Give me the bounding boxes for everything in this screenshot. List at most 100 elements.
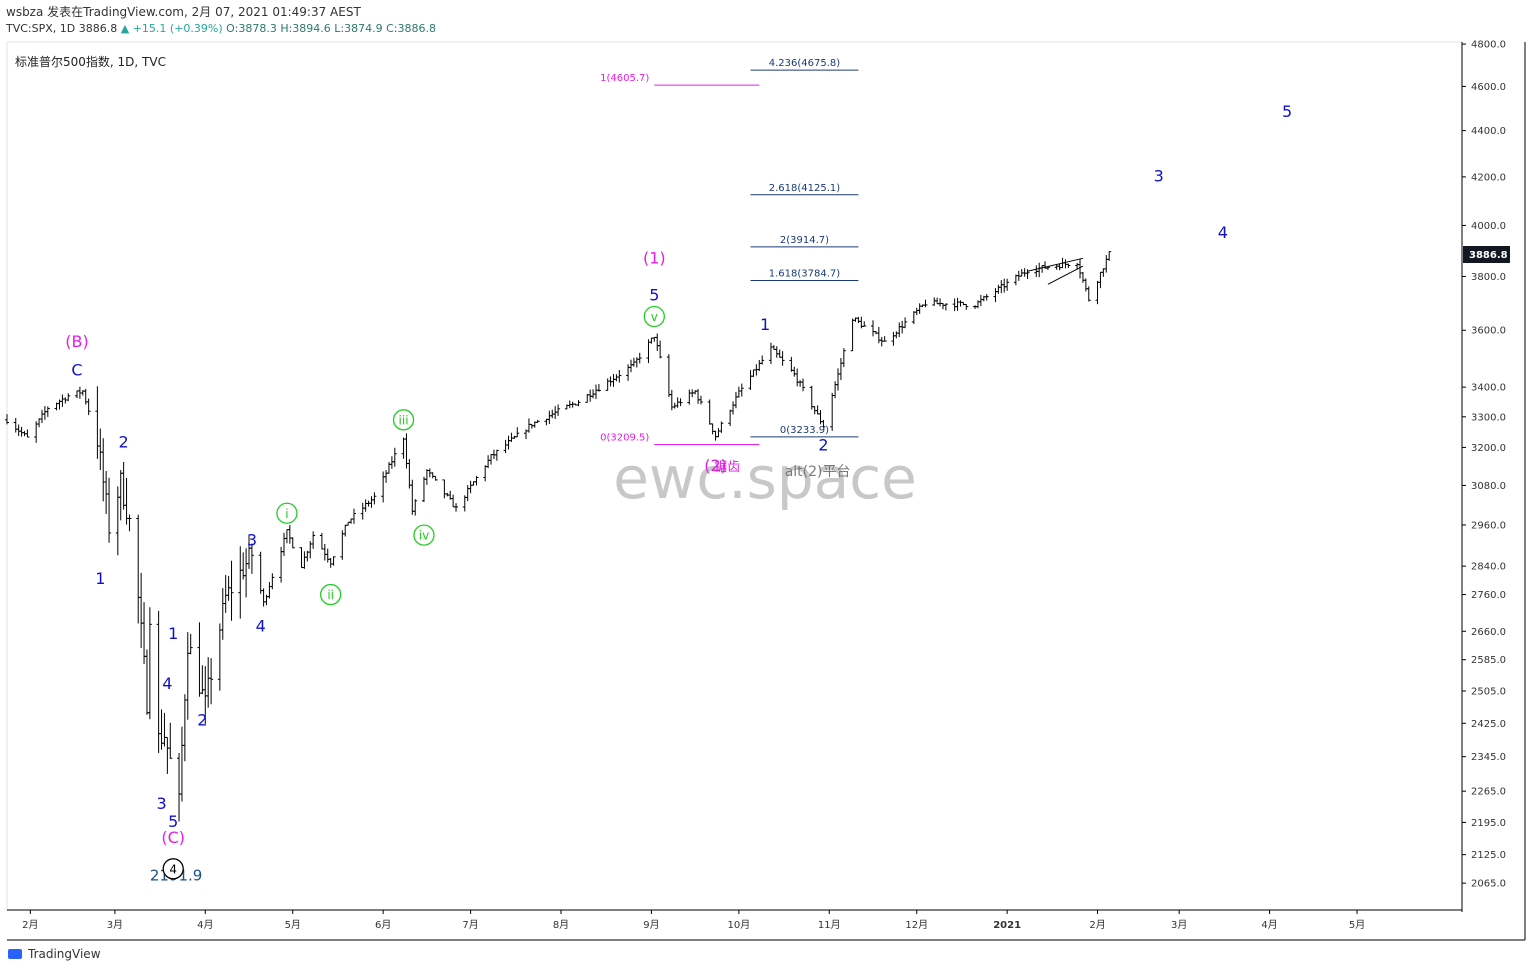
ohlc-bar (923, 299, 928, 308)
fib-level-label: 1.618(3784.7) (769, 268, 841, 279)
ohlc-bar (719, 421, 724, 433)
ohlc-bar (424, 469, 429, 485)
y-tick-label: 3080.0 (1471, 481, 1506, 492)
time-axis[interactable]: 2月 3月 4月 5月 6月 7月 8月 9月 10月 11月 12月 2021 2月 3月 4月 5月 (22, 910, 1365, 931)
ohlc-bar (343, 524, 348, 537)
ohlc-bar (789, 356, 794, 372)
ohlc-bar (340, 530, 345, 560)
ohlc-bar (442, 479, 447, 499)
ohlc-bar (162, 712, 167, 747)
ohlc-bar (118, 470, 123, 521)
ohlc-bar (302, 551, 307, 569)
ohlc-bar (993, 288, 998, 303)
ohlc-bar (911, 311, 916, 325)
ohlc-bar (882, 336, 887, 342)
svg-text:ii: ii (327, 588, 334, 602)
y-tick-label: 2195.0 (1471, 818, 1506, 829)
publish-info: wsbza 发表在TradingView.com, 2月 07, 2021 01… (6, 5, 361, 19)
ohlc-bar (156, 610, 161, 754)
ohlc-bar (299, 547, 304, 569)
ohlc-bar (159, 709, 164, 750)
ohlc-bar (678, 398, 683, 407)
last-price-label: 3886.8 (1469, 250, 1508, 261)
wave-label: (1) (643, 248, 666, 267)
ohlc-bar (107, 477, 112, 543)
fib-level-label: 0(3209.5) (600, 432, 649, 443)
wave-label: 5 (168, 812, 178, 831)
svg-text:i: i (285, 507, 288, 521)
ohlc-bar (1095, 280, 1100, 305)
ohlc-bar (407, 459, 412, 489)
y-tick-label: 2425.0 (1471, 719, 1506, 730)
ohlc-bar (509, 432, 514, 442)
ohlc-bar (433, 475, 438, 481)
watermark: ewc.space (613, 444, 917, 512)
ohlc-bar (136, 514, 141, 624)
ohlc-bar (707, 399, 712, 425)
ohlc-bar (185, 632, 190, 720)
ohlc-bar (506, 435, 511, 450)
symbol-line: TVC:SPX, 1D 3886.8 ▲ +15.1 (+0.39%) O:38… (6, 21, 1006, 37)
x-tick-label: 8月 (553, 919, 569, 931)
ohlc-bar (1005, 278, 1010, 291)
ohlc-bar (1098, 271, 1103, 289)
ohlc-bar (322, 543, 327, 561)
ohlc-bar (384, 470, 389, 483)
ohlc-bar (649, 337, 654, 344)
ohlc-bar (325, 548, 330, 563)
x-tick-label: 2月 (1089, 919, 1105, 931)
ohlc-bar (98, 428, 103, 470)
ohlc-bar (1086, 286, 1091, 302)
y-tick-label: 4800.0 (1471, 40, 1506, 51)
ohlc-bar (879, 336, 884, 347)
ohlc-bar (512, 435, 517, 439)
ohlc-bar (410, 479, 415, 515)
y-tick-label: 2505.0 (1471, 686, 1506, 697)
ohlc-bar (696, 389, 701, 404)
ohlc-bar (381, 471, 386, 503)
tradingview-brand[interactable]: TradingView (8, 947, 101, 961)
ohlc-bar (733, 391, 738, 409)
y-tick-label: 3400.0 (1471, 383, 1506, 394)
wave-label: 2 (119, 432, 129, 451)
ohlc-bar (736, 386, 741, 398)
ohlc-bar (209, 658, 214, 705)
ohlc-bar (637, 352, 642, 364)
x-tick-label: 5月 (1349, 919, 1365, 931)
ohlc-bar (351, 508, 356, 524)
x-tick-label: 2月 (22, 919, 38, 931)
ohlc-bar (535, 419, 540, 423)
series-title[interactable]: 标准普尔500指数, 1D, TVC (15, 55, 166, 69)
ohlc-bar (809, 385, 814, 410)
wave-label: 3 (156, 794, 166, 813)
wave-label: 2 (197, 710, 207, 729)
ohlc-bar (261, 588, 266, 607)
y-tick-label: 3600.0 (1471, 326, 1506, 337)
y-tick-label: 4200.0 (1471, 172, 1506, 183)
ohlc-bar (267, 582, 272, 599)
ohlc-bar (891, 331, 896, 346)
ohlc-bar (115, 486, 120, 556)
circled-wave-label: v (643, 305, 665, 328)
ohlc-bar (1066, 263, 1071, 269)
x-tick-label: 4月 (1261, 919, 1277, 931)
price-axis[interactable]: 4800.0 4600.0 4400.0 4200.0 4000.0 3800.0 3600… (1462, 40, 1506, 890)
ohlc-bar (821, 419, 826, 428)
ohlc-bar (1107, 251, 1112, 261)
ohlc-bar (935, 297, 940, 305)
wave-label: 3 (1154, 167, 1164, 186)
ohlc-bar (282, 532, 287, 556)
wave-label: 4 (256, 616, 266, 635)
ohlc-bar (206, 657, 211, 708)
ohlc-bar (526, 418, 531, 433)
ohlc-bar (984, 294, 989, 301)
circled-wave-label: 4 (162, 858, 184, 880)
ohlc-bar (1022, 268, 1027, 277)
ohlc-bar (182, 694, 187, 762)
wave-label: 4 (1218, 223, 1228, 242)
ohlc-bar (903, 317, 908, 329)
ohlc-bar (760, 355, 765, 365)
brand-label: TradingView (28, 947, 101, 961)
x-tick-label: 11月 (818, 919, 841, 931)
